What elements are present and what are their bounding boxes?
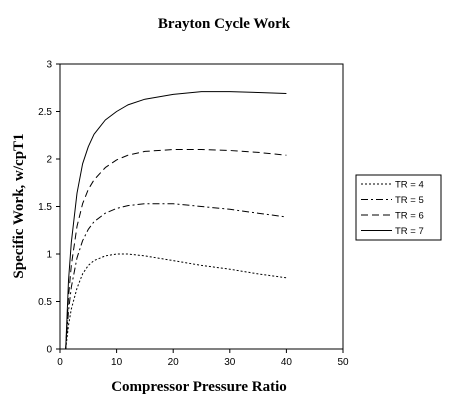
- series-line-tr-4: [65, 253, 287, 350]
- legend-label: TR = 5: [395, 195, 424, 206]
- x-tick-label: 30: [224, 357, 236, 368]
- x-tick-label: 50: [337, 357, 349, 368]
- legend-label: TR = 6: [395, 211, 424, 222]
- x-tick-label: 10: [111, 357, 123, 368]
- y-tick-label: 1.5: [38, 202, 52, 213]
- legend-label: TR = 4: [395, 180, 424, 191]
- series-layer: [65, 91, 287, 350]
- x-axis-title: Compressor Pressure Ratio: [111, 379, 287, 395]
- y-tick-label: 0.5: [38, 297, 52, 308]
- series-line-tr-6: [65, 149, 287, 350]
- y-tick-label: 3: [46, 60, 52, 71]
- series-line-tr-5: [65, 203, 287, 350]
- y-tick-label: 0: [46, 345, 52, 356]
- legend-items: TR = 4 TR = 5 TR = 6 TR = 7: [361, 180, 424, 237]
- y-tick-label: 2.5: [38, 107, 52, 118]
- ticks-layer: 0 10 20 30 40 50 0 0.5 1 1.5 2 2.5 3: [38, 60, 349, 369]
- y-tick-label: 1: [46, 250, 52, 261]
- y-axis-title: Specific Work, w/cpT1: [11, 133, 27, 278]
- legend: TR = 4 TR = 5 TR = 6 TR = 7: [355, 174, 442, 241]
- series-line-tr-7: [65, 91, 287, 350]
- x-tick-label: 0: [57, 357, 63, 368]
- x-tick-label: 20: [168, 357, 180, 368]
- chart-title: Brayton Cycle Work: [158, 16, 291, 32]
- x-tick-label: 40: [281, 357, 293, 368]
- legend-box: [355, 174, 442, 241]
- legend-label: TR = 7: [395, 226, 424, 237]
- y-tick-label: 2: [46, 155, 52, 166]
